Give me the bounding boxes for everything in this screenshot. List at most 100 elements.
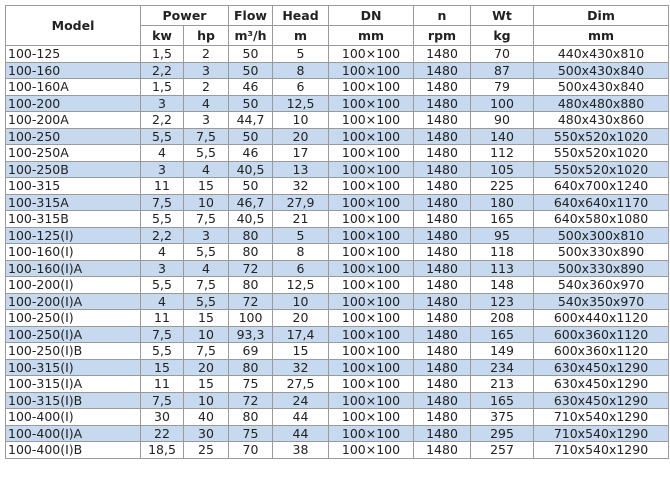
table-row: 100-125(I) 2,2 3 80 5 100×100 1480 95 500x300x81… <box>5 226 669 244</box>
table-row: 100-250B 3 4 40,5 13 100×100 1480 105 550x520x10… <box>5 160 669 178</box>
unit-kw: kw <box>140 25 184 46</box>
cell-flow: 75 <box>228 375 273 393</box>
cell-kw: 1,5 <box>140 78 184 96</box>
cell-model: 100-315 <box>5 177 141 195</box>
cell-kw: 7,5 <box>140 193 184 211</box>
unit-dn: mm <box>328 25 414 46</box>
table-row: 100-250(I)A 7,5 10 93,3 17,4 100×100 1480 165 60… <box>5 325 669 343</box>
cell-head: 6 <box>272 259 329 277</box>
cell-kw: 2,2 <box>140 61 184 79</box>
table-row: 100-315A 7,5 10 46,7 27,9 100×100 1480 180 640x6… <box>5 193 669 211</box>
cell-dim: 640x640x1170 <box>533 193 669 211</box>
cell-speed: 1480 <box>413 210 471 228</box>
cell-model: 100-400(I) <box>5 408 141 426</box>
cell-kw: 4 <box>140 292 184 310</box>
cell-flow: 50 <box>228 127 273 145</box>
cell-dn: 100×100 <box>328 342 414 360</box>
table-row: 100-315(I)A 11 15 75 27,5 100×100 1480 213 630x4… <box>5 375 669 393</box>
cell-speed: 1480 <box>413 408 471 426</box>
cell-flow: 46 <box>228 144 273 162</box>
cell-speed: 1480 <box>413 342 471 360</box>
cell-kw: 7,5 <box>140 391 184 409</box>
cell-kw: 4 <box>140 144 184 162</box>
cell-dn: 100×100 <box>328 259 414 277</box>
table-row: 100-200(I)A 4 5,5 72 10 100×100 1480 123 540x350… <box>5 292 669 310</box>
cell-model: 100-250B <box>5 160 141 178</box>
cell-model: 100-200A <box>5 111 141 129</box>
cell-speed: 1480 <box>413 424 471 442</box>
cell-dim: 600x360x1120 <box>533 325 669 343</box>
header-dn: DN <box>328 5 414 26</box>
cell-weight: 118 <box>470 243 534 261</box>
cell-flow: 40,5 <box>228 160 273 178</box>
cell-hp: 3 <box>183 61 229 79</box>
cell-flow: 80 <box>228 358 273 376</box>
cell-speed: 1480 <box>413 358 471 376</box>
cell-weight: 148 <box>470 276 534 294</box>
cell-kw: 5,5 <box>140 127 184 145</box>
cell-hp: 10 <box>183 193 229 211</box>
cell-head: 32 <box>272 358 329 376</box>
cell-dim: 550x520x1020 <box>533 160 669 178</box>
cell-head: 13 <box>272 160 329 178</box>
cell-kw: 3 <box>140 160 184 178</box>
cell-dn: 100×100 <box>328 391 414 409</box>
cell-speed: 1480 <box>413 177 471 195</box>
cell-head: 32 <box>272 177 329 195</box>
cell-hp: 15 <box>183 309 229 327</box>
cell-speed: 1480 <box>413 226 471 244</box>
cell-weight: 105 <box>470 160 534 178</box>
cell-dim: 550x520x1020 <box>533 144 669 162</box>
cell-kw: 11 <box>140 375 184 393</box>
cell-dim: 540x350x970 <box>533 292 669 310</box>
cell-kw: 18,5 <box>140 441 184 459</box>
cell-weight: 225 <box>470 177 534 195</box>
cell-flow: 50 <box>228 61 273 79</box>
unit-speed: rpm <box>413 25 471 46</box>
table-row: 100-315(I)B 7,5 10 72 24 100×100 1480 165 630x45… <box>5 391 669 409</box>
cell-hp: 3 <box>183 111 229 129</box>
cell-weight: 234 <box>470 358 534 376</box>
cell-weight: 165 <box>470 325 534 343</box>
cell-speed: 1480 <box>413 193 471 211</box>
cell-dim: 500x430x840 <box>533 78 669 96</box>
cell-model: 100-400(I)A <box>5 424 141 442</box>
cell-hp: 15 <box>183 375 229 393</box>
cell-dn: 100×100 <box>328 243 414 261</box>
cell-hp: 10 <box>183 391 229 409</box>
cell-flow: 80 <box>228 408 273 426</box>
cell-model: 100-200 <box>5 94 141 112</box>
cell-weight: 295 <box>470 424 534 442</box>
cell-weight: 113 <box>470 259 534 277</box>
cell-speed: 1480 <box>413 243 471 261</box>
cell-dim: 540x360x970 <box>533 276 669 294</box>
cell-head: 20 <box>272 127 329 145</box>
cell-weight: 70 <box>470 45 534 63</box>
cell-speed: 1480 <box>413 276 471 294</box>
cell-dn: 100×100 <box>328 424 414 442</box>
cell-dim: 500x430x840 <box>533 61 669 79</box>
cell-hp: 25 <box>183 441 229 459</box>
cell-kw: 7,5 <box>140 325 184 343</box>
cell-hp: 7,5 <box>183 276 229 294</box>
cell-flow: 80 <box>228 226 273 244</box>
cell-flow: 50 <box>228 45 273 63</box>
cell-speed: 1480 <box>413 45 471 63</box>
cell-speed: 1480 <box>413 61 471 79</box>
cell-hp: 7,5 <box>183 210 229 228</box>
cell-head: 12,5 <box>272 276 329 294</box>
cell-head: 17 <box>272 144 329 162</box>
cell-model: 100-250(I) <box>5 309 141 327</box>
cell-flow: 80 <box>228 243 273 261</box>
table-row: 100-160(I) 4 5,5 80 8 100×100 1480 118 500x330x8… <box>5 243 669 261</box>
cell-kw: 15 <box>140 358 184 376</box>
cell-dim: 480x430x860 <box>533 111 669 129</box>
cell-flow: 72 <box>228 259 273 277</box>
header-dim: Dim <box>533 5 669 26</box>
cell-flow: 44,7 <box>228 111 273 129</box>
unit-hp: hp <box>183 25 229 46</box>
cell-hp: 5,5 <box>183 243 229 261</box>
cell-speed: 1480 <box>413 309 471 327</box>
cell-dim: 500x330x890 <box>533 259 669 277</box>
cell-kw: 3 <box>140 94 184 112</box>
